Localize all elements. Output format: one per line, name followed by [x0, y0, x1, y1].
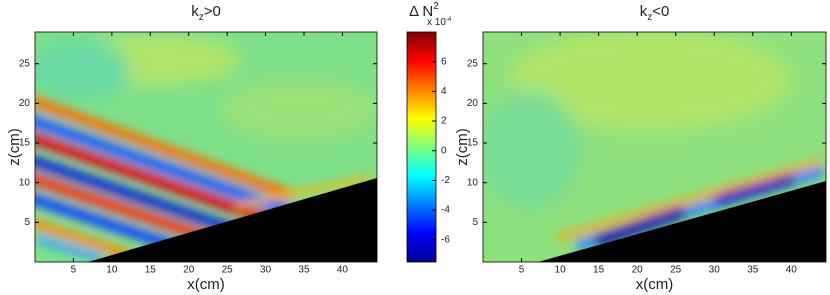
colorbar — [407, 32, 436, 262]
x-tick-label: 15 — [145, 265, 157, 276]
x-tick-label: 5 — [71, 265, 77, 276]
plot-frame — [34, 31, 378, 263]
y-tick-label: 15 — [467, 138, 479, 149]
y-axis-label: z(cm) — [6, 128, 23, 166]
x-tick-label: 40 — [786, 265, 798, 276]
colorbar-scale: x 10-4 — [427, 17, 452, 28]
y-tick-label: 5 — [472, 217, 478, 228]
y-axis-label: z(cm) — [454, 128, 471, 166]
y-tick-label: 25 — [19, 58, 31, 69]
title-part: z — [199, 12, 204, 23]
label-part: Δ N — [409, 3, 433, 20]
x-tick-label: 35 — [298, 265, 310, 276]
field-image — [483, 32, 826, 262]
colorbar-tick-label: 4 — [441, 86, 447, 97]
colorbar-label: Δ N2 — [409, 1, 439, 20]
title-part: <0 — [652, 3, 669, 20]
colorbar-tick-label: -4 — [441, 205, 450, 216]
x-axis-label: x(cm) — [636, 276, 674, 293]
scale-part: -4 — [446, 17, 452, 23]
x-tick-label: 40 — [337, 265, 349, 276]
y-tick-label: 10 — [19, 177, 31, 188]
x-tick-label: 30 — [260, 265, 272, 276]
colorbar-tick-label: -2 — [441, 175, 450, 186]
title-part: z — [647, 12, 652, 23]
x-tick-label: 15 — [593, 265, 605, 276]
colorbar-frame — [406, 31, 437, 263]
colorbar-tick-label: -6 — [441, 234, 450, 245]
x-tick-label: 25 — [222, 265, 234, 276]
scale-part: x 10 — [427, 17, 446, 28]
colorbar-tick-label: 0 — [441, 145, 447, 156]
x-tick-label: 30 — [709, 265, 721, 276]
colorbar-tick-label: 2 — [441, 116, 447, 127]
y-tick-label: 20 — [467, 98, 479, 109]
y-tick-label: 20 — [19, 98, 31, 109]
title-part: k — [640, 3, 648, 20]
x-tick-label: 20 — [183, 265, 195, 276]
title-part: k — [191, 3, 199, 20]
y-tick-label: 5 — [24, 217, 30, 228]
chart-title: kz>0 — [191, 3, 221, 23]
chart-title: kz<0 — [640, 3, 670, 23]
x-axis-label: x(cm) — [187, 276, 225, 293]
y-tick-label: 25 — [467, 58, 479, 69]
x-tick-label: 10 — [555, 265, 567, 276]
x-tick-label: 20 — [632, 265, 644, 276]
colorbar-tick-label: 6 — [441, 56, 447, 67]
y-tick-label: 15 — [19, 138, 31, 149]
plot-frame — [482, 31, 827, 263]
x-tick-label: 35 — [747, 265, 759, 276]
y-tick-label: 10 — [467, 177, 479, 188]
x-tick-label: 10 — [106, 265, 118, 276]
field-image — [35, 32, 377, 262]
x-tick-label: 5 — [519, 265, 525, 276]
x-tick-label: 25 — [670, 265, 682, 276]
label-part: 2 — [433, 1, 439, 12]
title-part: >0 — [204, 3, 221, 20]
